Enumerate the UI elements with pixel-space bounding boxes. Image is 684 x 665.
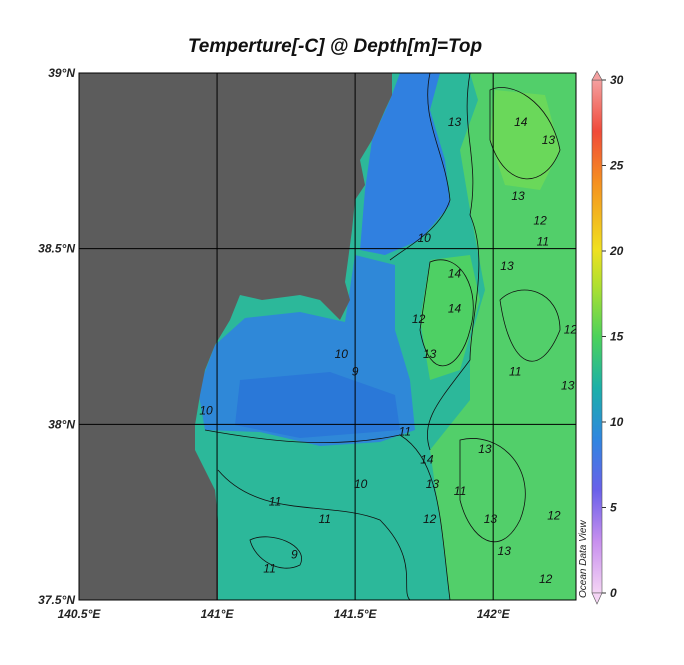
contour-label: 12 xyxy=(539,572,553,586)
contour-line xyxy=(217,469,411,600)
map-title: Temperture[-C] @ Depth[m]=Top xyxy=(188,36,482,57)
contour-line xyxy=(389,73,451,261)
colorbar-min-arrow xyxy=(591,592,603,605)
contour-label: 11 xyxy=(454,484,466,498)
warm-tongue xyxy=(420,255,480,380)
plot-area: 1413131312111013141214109131110111413131… xyxy=(79,73,578,600)
y-tick-label: 38°N xyxy=(48,417,75,431)
contour-label: 12 xyxy=(547,509,561,523)
x-tick-label: 140.5°E xyxy=(58,607,102,621)
contour-label: 13 xyxy=(511,189,525,203)
contour-line xyxy=(419,259,474,367)
x-tick-label: 142°E xyxy=(477,607,511,621)
contour-label: 9 xyxy=(352,365,359,379)
contour-label: 10 xyxy=(417,231,431,245)
contour-labels: 1413131312111013141214109131110111413131… xyxy=(199,115,578,586)
colorbar-tick-label: 30 xyxy=(610,73,624,87)
warm-water xyxy=(430,73,576,600)
land xyxy=(79,73,392,600)
contour-label: 13 xyxy=(498,544,512,558)
contour-label: 13 xyxy=(484,512,498,526)
contour-line xyxy=(499,289,561,362)
contour-label: 12 xyxy=(412,312,426,326)
colorbar-max-arrow xyxy=(591,70,603,81)
cold-core xyxy=(235,372,400,438)
contour-label: 13 xyxy=(542,133,556,147)
y-tick-label: 39°N xyxy=(48,66,75,80)
contour-label: 11 xyxy=(263,561,275,575)
plot-frame xyxy=(78,72,577,601)
contour-label: 13 xyxy=(478,442,492,456)
colorbar xyxy=(591,79,603,594)
contour-label: 12 xyxy=(423,512,437,526)
contour-label: 12 xyxy=(533,214,547,228)
x-tick-label: 141°E xyxy=(201,607,235,621)
contour-label: 10 xyxy=(199,403,213,417)
contour-line xyxy=(489,87,561,180)
contour-label: 13 xyxy=(561,379,575,393)
contour-label: 11 xyxy=(399,424,411,438)
contour-label: 11 xyxy=(509,365,521,379)
colorbar-tick-label: 5 xyxy=(610,501,617,515)
cold-water-north xyxy=(360,73,450,255)
colorbar-tick-label: 0 xyxy=(610,586,617,600)
contour-label: 14 xyxy=(420,452,434,466)
contour-label: 12 xyxy=(564,322,578,336)
contour-label: 14 xyxy=(448,301,462,315)
contour-label: 11 xyxy=(537,235,549,249)
x-tick-label: 141.5°E xyxy=(334,607,378,621)
contour-label: 14 xyxy=(514,115,528,129)
contour-label: 10 xyxy=(354,477,368,491)
contour-label: 9 xyxy=(291,547,298,561)
watermark: Ocean Data View xyxy=(578,520,589,598)
contour-label: 13 xyxy=(423,347,437,361)
warm-core xyxy=(490,90,560,190)
contour-line xyxy=(249,536,302,569)
contour-label: 14 xyxy=(448,266,462,280)
y-tick-label: 37.5°N xyxy=(38,593,75,607)
contour-lines xyxy=(204,73,561,600)
colorbar-tick-label: 10 xyxy=(610,415,624,429)
contour-label: 13 xyxy=(448,115,462,129)
contour-label: 13 xyxy=(500,259,514,273)
grid xyxy=(79,73,576,600)
colorbar-tick-label: 15 xyxy=(610,330,624,344)
contour-line xyxy=(427,73,480,451)
contour-line xyxy=(459,438,526,543)
contour-label: 10 xyxy=(335,347,349,361)
y-tick-label: 38.5°N xyxy=(38,242,75,256)
contour-label: 13 xyxy=(426,477,440,491)
contour-label: 11 xyxy=(269,495,281,509)
colorbar-tick-label: 25 xyxy=(609,159,624,173)
contour-label: 11 xyxy=(319,512,331,526)
contour-line xyxy=(204,429,451,600)
colorbar-tick-label: 20 xyxy=(609,244,624,258)
